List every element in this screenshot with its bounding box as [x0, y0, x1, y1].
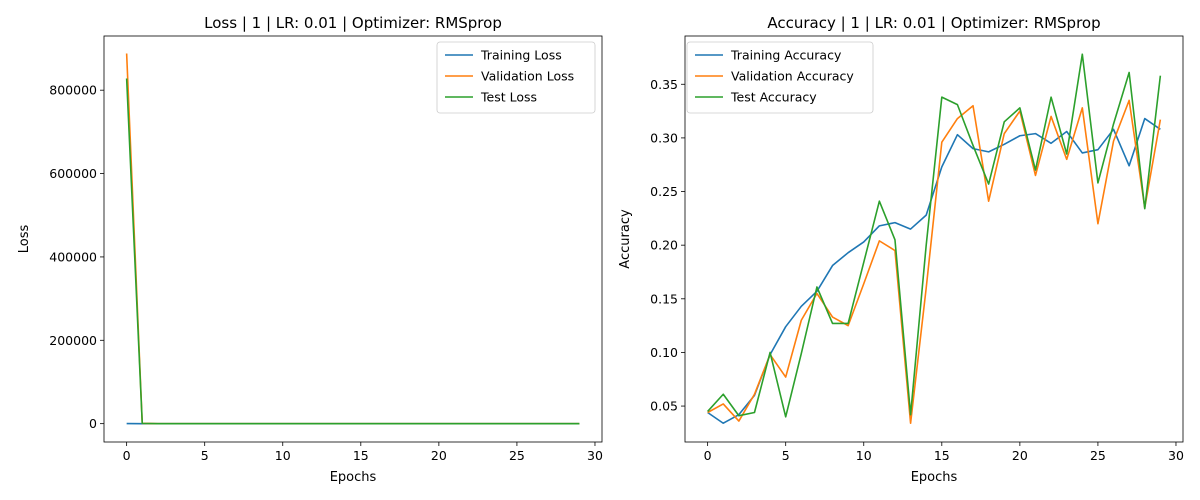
legend: Training Accuracy Validation Accuracy Test…: [686, 41, 874, 114]
y-tick-label: 0.25: [650, 184, 678, 199]
loss-chart: Loss | 1 | LR: 0.01 | Optimizer: RMSprop…: [17, 14, 603, 485]
series-group: [707, 53, 1162, 425]
chart-title: Accuracy | 1 | LR: 0.01 | Optimizer: RMS…: [767, 14, 1100, 32]
x-tick-label: 10: [856, 448, 872, 463]
y-tick-label: 0.10: [650, 345, 678, 360]
legend-label: Training Loss: [480, 48, 562, 63]
series-group: [125, 53, 580, 425]
legend: Training Loss Validation Loss Test Loss: [436, 41, 596, 114]
x-tick-label: 25: [1090, 448, 1106, 463]
x-tick-label: 5: [201, 448, 209, 463]
validation-accuracy-line: [707, 99, 1162, 425]
plot-frame: [103, 35, 603, 443]
y-tick-label: 0: [89, 416, 97, 431]
legend-label: Training Accuracy: [730, 48, 842, 63]
x-tick-label: 15: [353, 448, 369, 463]
legend-label: Test Loss: [480, 90, 537, 105]
x-tick-label: 25: [509, 448, 525, 463]
accuracy-chart: Accuracy | 1 | LR: 0.01 | Optimizer: RMS…: [618, 14, 1184, 485]
y-tick-label: 0.15: [650, 291, 678, 306]
plot-frame: [684, 35, 1184, 443]
legend-label: Validation Loss: [481, 69, 574, 84]
y-tick-label: 0.30: [650, 130, 678, 145]
x-tick-label: 30: [587, 448, 603, 463]
y-tick-label: 0.05: [650, 399, 678, 414]
y-tick-label: 400000: [49, 249, 97, 264]
x-tick-label: 0: [123, 448, 131, 463]
x-tick-label: 5: [782, 448, 790, 463]
x-tick-label: 10: [275, 448, 291, 463]
y-axis-label: Loss: [17, 225, 32, 254]
test-accuracy-line: [707, 53, 1162, 418]
test-loss-line: [125, 78, 580, 425]
x-tick-label: 20: [1012, 448, 1028, 463]
y-axis-label: Accuracy: [618, 209, 633, 269]
legend-label: Test Accuracy: [730, 90, 817, 105]
y-tick-label: 600000: [49, 166, 97, 181]
y-tick-label: 800000: [49, 83, 97, 98]
training-accuracy-line: [707, 117, 1161, 425]
x-tick-label: 15: [934, 448, 950, 463]
y-tick-label: 0.20: [650, 238, 678, 253]
legend-label: Validation Accuracy: [731, 69, 854, 84]
x-tick-label: 30: [1168, 448, 1184, 463]
y-tick-label: 200000: [49, 333, 97, 348]
x-axis-label: Epochs: [911, 470, 958, 485]
x-tick-label: 20: [431, 448, 447, 463]
x-axis-label: Epochs: [330, 470, 377, 485]
y-tick-label: 0.35: [650, 77, 678, 92]
x-tick-label: 0: [704, 448, 712, 463]
legend-box: [436, 41, 596, 114]
legend-box: [686, 41, 874, 114]
chart-title: Loss | 1 | LR: 0.01 | Optimizer: RMSprop: [204, 14, 502, 32]
